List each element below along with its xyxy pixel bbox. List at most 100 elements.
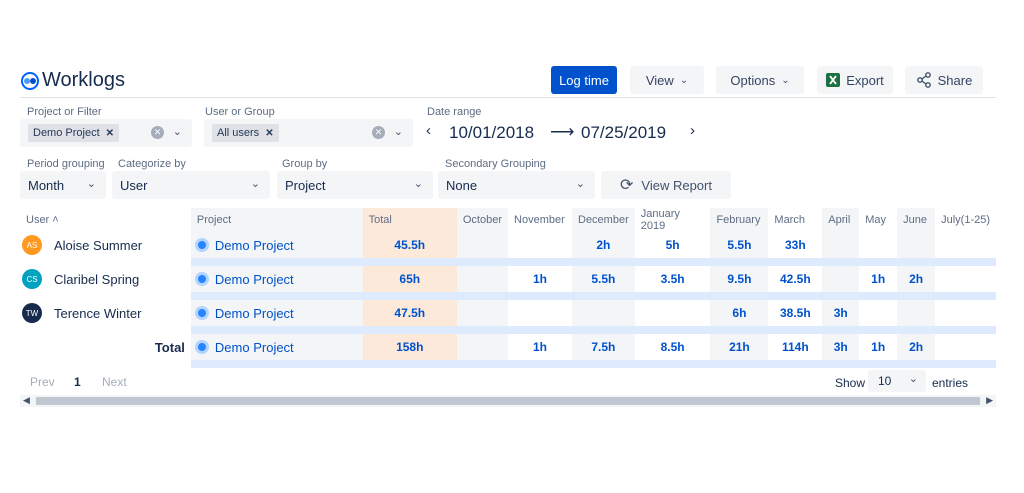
project-filter-select[interactable]: Demo Project ✕ ✕ ⌄ <box>20 119 192 147</box>
month-cell[interactable]: 2h <box>897 266 936 292</box>
column-header-month[interactable]: March <box>768 208 823 232</box>
month-cell[interactable] <box>822 266 860 292</box>
current-page[interactable]: 1 <box>74 375 81 389</box>
column-header-month[interactable]: October <box>456 208 509 232</box>
month-cell[interactable] <box>935 266 996 292</box>
month-cell[interactable]: 5h <box>665 238 680 252</box>
categorize-by-select[interactable]: User ⌄ <box>112 171 270 199</box>
remove-tag-icon[interactable]: ✕ <box>105 127 115 139</box>
options-button[interactable]: Options ⌄ <box>716 66 804 94</box>
month-cell[interactable]: 9.5h <box>710 266 769 292</box>
scroll-right-icon[interactable]: ▶ <box>986 395 993 405</box>
chevron-down-icon: ⌄ <box>172 126 182 138</box>
month-cell[interactable]: 2h <box>572 232 635 258</box>
month-cell[interactable]: 1h <box>533 272 548 286</box>
month-cell[interactable] <box>822 232 860 258</box>
column-header-month[interactable]: July(1-25) <box>935 208 996 232</box>
month-cell[interactable]: 114h <box>781 340 809 354</box>
avatar: CS <box>22 269 42 289</box>
column-header-project[interactable]: Project <box>190 208 363 232</box>
month-cell[interactable]: 1h <box>533 340 548 354</box>
date-from[interactable]: 10/01/2018 <box>449 123 535 142</box>
date-range-label: Date range <box>427 106 482 118</box>
month-cell[interactable] <box>859 232 897 258</box>
clear-icon[interactable]: ✕ <box>151 126 164 139</box>
month-cell[interactable]: 1h <box>871 272 886 286</box>
project-icon <box>194 238 209 252</box>
month-cell[interactable]: 3.5h <box>660 272 685 286</box>
month-cell[interactable]: 21h <box>710 334 769 360</box>
user-name[interactable]: Aloise Summer <box>54 237 143 253</box>
total-cell[interactable]: 47.5h <box>362 300 457 326</box>
clear-icon[interactable]: ✕ <box>372 126 385 139</box>
user-filter-select[interactable]: All users ✕ ✕ ⌄ <box>204 119 413 147</box>
month-cell[interactable]: 3h <box>822 300 860 326</box>
project-link[interactable]: Demo Project <box>191 306 363 321</box>
next-page-link[interactable]: Next <box>102 375 127 389</box>
month-cell[interactable]: 1h <box>871 340 886 354</box>
month-cell[interactable]: 38.5h <box>779 306 811 320</box>
entries-per-page-select[interactable]: 10 ⌄ <box>868 370 926 392</box>
month-cell[interactable] <box>456 232 509 258</box>
column-header-month[interactable]: December <box>572 208 635 232</box>
column-header-month[interactable]: February <box>710 208 769 232</box>
month-cell[interactable] <box>572 300 635 326</box>
period-grouping-select[interactable]: Month ⌄ <box>20 171 106 199</box>
total-cell[interactable]: 45.5h <box>362 232 457 258</box>
month-cell[interactable] <box>859 300 897 326</box>
column-header-month[interactable]: January 2019 <box>634 208 711 232</box>
share-button[interactable]: Share <box>905 66 983 94</box>
chevron-left-icon[interactable]: ‹ <box>426 122 431 139</box>
row-separator <box>20 360 996 368</box>
view-button[interactable]: View ⌄ <box>630 66 704 94</box>
month-cell[interactable]: 3h <box>822 334 860 360</box>
month-cell[interactable] <box>456 266 509 292</box>
remove-tag-icon[interactable]: ✕ <box>265 127 274 139</box>
column-header-month[interactable]: June <box>897 208 936 232</box>
horizontal-scrollbar[interactable]: ◀ ▶ <box>20 395 996 407</box>
month-cell[interactable] <box>935 334 996 360</box>
month-cell[interactable]: 42.5h <box>779 272 811 286</box>
secondary-grouping-select[interactable]: None ⌄ <box>438 171 595 199</box>
table-footer: Prev 1 Next Show 10 ⌄ entries <box>20 370 996 392</box>
month-cell[interactable] <box>897 300 936 326</box>
month-cell[interactable] <box>635 300 711 326</box>
user-name[interactable]: Terence Winter <box>54 305 142 321</box>
month-cell[interactable] <box>508 300 572 326</box>
month-cell[interactable]: 33h <box>784 238 806 252</box>
month-cell[interactable] <box>935 300 996 326</box>
column-header-user[interactable]: User ˄ <box>20 208 191 232</box>
month-cell[interactable]: 7.5h <box>572 334 635 360</box>
chevron-down-icon: ⌄ <box>250 178 260 190</box>
column-header-month[interactable]: November <box>508 208 572 232</box>
month-cell[interactable]: 8.5h <box>660 340 685 354</box>
export-button[interactable]: Export <box>817 66 893 94</box>
month-cell[interactable] <box>456 300 509 326</box>
project-link[interactable]: Demo Project <box>191 238 363 253</box>
project-link[interactable]: Demo Project <box>191 340 363 355</box>
scrollbar-thumb[interactable] <box>36 397 980 405</box>
group-by-select[interactable]: Project ⌄ <box>277 171 433 199</box>
month-cell[interactable] <box>456 334 509 360</box>
date-to[interactable]: 07/25/2019 <box>581 123 667 142</box>
month-cell[interactable]: 5.5h <box>710 232 769 258</box>
month-cell[interactable] <box>897 232 936 258</box>
column-header-total[interactable]: Total <box>362 208 457 232</box>
month-cell[interactable]: 2h <box>897 334 936 360</box>
total-cell[interactable]: 158h <box>362 334 457 360</box>
project-link[interactable]: Demo Project <box>191 272 363 287</box>
log-time-button[interactable]: Log time <box>551 66 617 94</box>
scroll-left-icon[interactable]: ◀ <box>23 395 30 405</box>
prev-page-link[interactable]: Prev <box>30 375 55 389</box>
month-cell[interactable] <box>508 232 572 258</box>
view-report-button[interactable]: ⟳ View Report <box>601 171 731 199</box>
column-header-month[interactable]: May <box>859 208 898 232</box>
month-cell[interactable]: 6h <box>710 300 769 326</box>
user-name[interactable]: Claribel Spring <box>54 271 140 287</box>
column-header-month[interactable]: April <box>822 208 860 232</box>
chevron-right-icon[interactable]: › <box>690 122 695 139</box>
total-cell[interactable]: 65h <box>362 266 457 292</box>
month-cell[interactable]: 5.5h <box>572 266 635 292</box>
worklog-table: User ˄ Project Total October November De… <box>20 208 996 368</box>
month-cell[interactable] <box>935 232 996 258</box>
